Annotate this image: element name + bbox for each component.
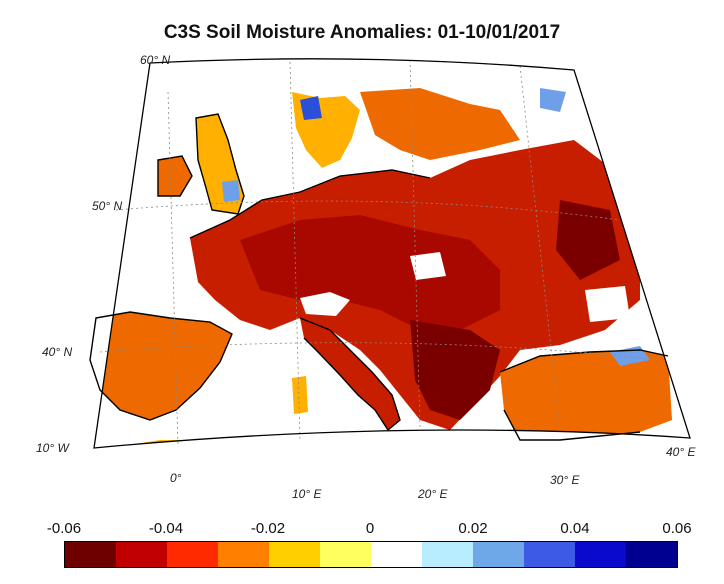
wet-patch-scandinavia — [300, 96, 322, 120]
lon-label-0: 0° — [170, 471, 182, 485]
italy-landmass — [300, 318, 400, 430]
finland-baltic-landmass — [360, 88, 520, 160]
colorbar-tick-2: -0.04 — [148, 520, 184, 537]
map-frame — [93, 58, 691, 449]
soil-moisture-map: 60° N 50° N 40° N 10° W 0° 10° E 20° E 3… — [36, 53, 696, 501]
colorbar — [64, 541, 678, 568]
dry-patch-east — [556, 200, 620, 280]
land-anomalies — [94, 88, 672, 449]
colorbar-tick-7: 0.06 — [662, 520, 692, 537]
colorbar-tick-1: -0.06 — [46, 520, 82, 537]
nodata-carpathians — [410, 252, 446, 280]
lon-label-10w: 10° W — [36, 441, 70, 455]
colorbar-tick-3: -0.02 — [250, 520, 286, 537]
nodata-alps — [300, 292, 350, 316]
central-europe-core — [240, 215, 500, 330]
lon-label-30e: 30° E — [550, 473, 580, 487]
lat-label-40: 40° N — [42, 345, 72, 359]
lat-label-50: 50° N — [92, 199, 122, 213]
lon-label-20e: 20° E — [417, 487, 448, 501]
colorbar-tick-4: 0 — [365, 520, 375, 537]
colorbar-tick-5: 0.02 — [458, 520, 488, 537]
wet-patch-uk — [222, 180, 240, 202]
lon-label-10e: 10° E — [292, 487, 322, 501]
ireland-landmass — [158, 156, 192, 196]
nodata-east — [585, 286, 630, 322]
map-title: C3S Soil Moisture Anomalies: 01-10/01/20… — [163, 22, 561, 43]
wet-patch-northeast — [540, 88, 566, 112]
graticule — [99, 58, 661, 447]
wet-patch-africa — [298, 444, 320, 449]
colorbar-tick-6: 0.04 — [560, 520, 590, 537]
balkans-core — [410, 320, 500, 420]
lat-label-60: 60° N — [140, 53, 170, 67]
iberia-landmass — [94, 312, 232, 420]
anatolia-landmass — [500, 350, 672, 440]
lon-label-40e: 40° E — [666, 445, 696, 459]
sardinia-landmass — [292, 376, 308, 414]
